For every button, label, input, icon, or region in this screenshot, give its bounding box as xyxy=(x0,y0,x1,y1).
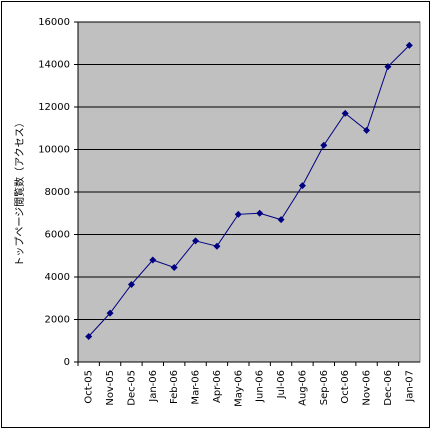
x-tick-label: Dec-05 xyxy=(126,370,137,406)
x-tick-label: Jan-06 xyxy=(148,370,159,403)
y-tick-label: 16000 xyxy=(38,17,70,28)
y-tick-label: 8000 xyxy=(45,187,70,198)
data-point xyxy=(363,126,371,134)
data-point xyxy=(106,309,114,317)
data-point xyxy=(192,237,200,245)
y-tick-label: 10000 xyxy=(38,145,70,156)
data-point xyxy=(405,41,413,49)
y-tick-label: 14000 xyxy=(38,60,70,71)
x-tick-label: Nov-06 xyxy=(362,370,373,406)
data-point xyxy=(384,63,392,71)
y-tick-label: 6000 xyxy=(45,230,70,241)
data-point xyxy=(256,209,264,217)
x-tick-label: Feb-06 xyxy=(169,370,180,404)
data-point xyxy=(213,242,221,250)
x-tick-label: May-06 xyxy=(233,370,244,407)
x-tick-label: Oct-05 xyxy=(84,370,95,404)
data-line xyxy=(88,45,410,337)
data-point xyxy=(170,263,178,271)
x-tick-label: Sep-06 xyxy=(319,370,330,405)
data-point xyxy=(320,141,328,149)
data-point xyxy=(277,216,285,224)
y-tick-label: 0 xyxy=(64,357,70,368)
data-point xyxy=(298,182,306,190)
x-tick-label: Dec-06 xyxy=(383,370,394,406)
data-point xyxy=(127,280,135,288)
x-tick-label: Nov-05 xyxy=(105,370,116,406)
data-point xyxy=(341,109,349,117)
x-tick-label: Jul-06 xyxy=(276,370,287,399)
x-tick-label: Aug-06 xyxy=(297,370,308,406)
y-tick-label: 12000 xyxy=(38,102,70,113)
x-tick-label: Oct-06 xyxy=(340,370,351,404)
y-tick-label: 4000 xyxy=(45,272,70,283)
x-tick-label: Mar-06 xyxy=(191,370,202,405)
x-tick-label: Jun-06 xyxy=(255,370,266,403)
data-point xyxy=(85,333,93,340)
y-axis-label: トップページ閲覧数（アクセス） xyxy=(13,117,26,266)
x-tick-label: Jan-07 xyxy=(404,370,415,403)
x-tick-label: Apr-06 xyxy=(212,370,223,403)
y-tick-label: 2000 xyxy=(45,315,70,326)
data-point xyxy=(149,256,157,264)
data-point xyxy=(234,210,242,218)
